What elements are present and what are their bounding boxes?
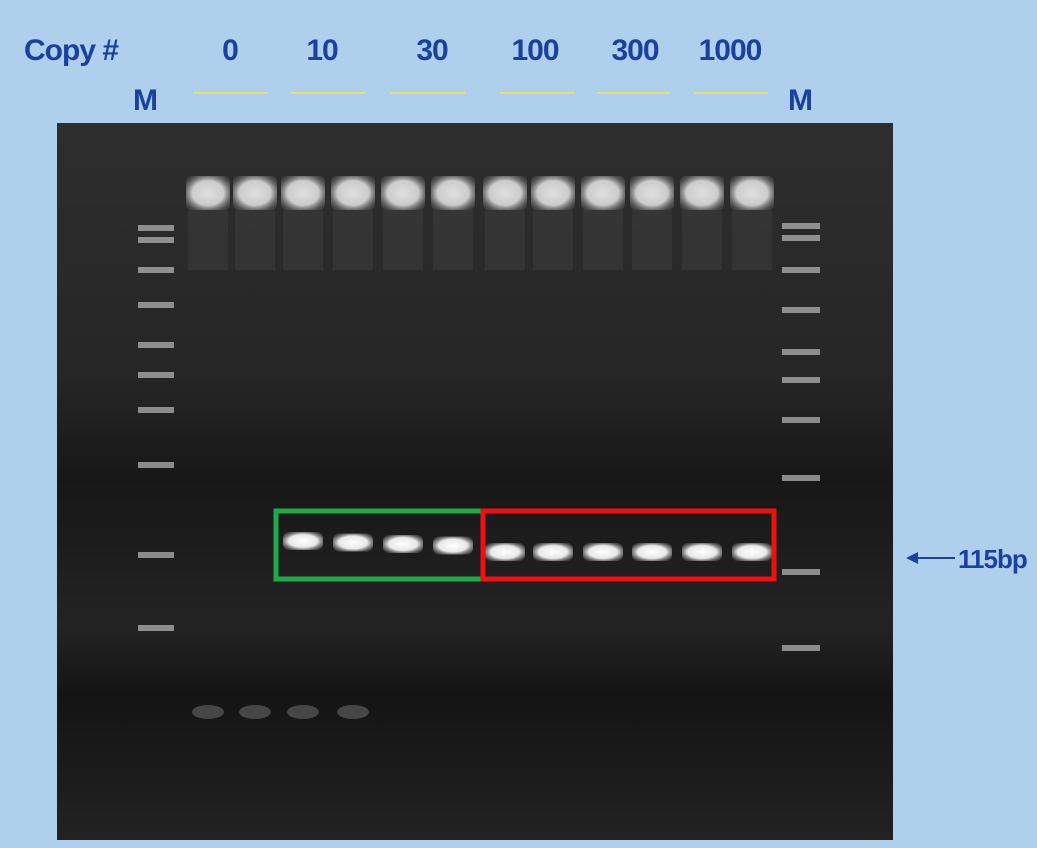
well-band xyxy=(331,176,375,210)
copy-number: 100 xyxy=(511,34,558,67)
smear xyxy=(235,210,275,270)
smear xyxy=(632,210,672,270)
well-band xyxy=(281,176,325,210)
smear xyxy=(732,210,772,270)
ladder-band xyxy=(138,407,174,413)
well-band xyxy=(233,176,277,210)
smear xyxy=(188,210,228,270)
size-annotation: 115bp xyxy=(958,544,1027,574)
ladder-band xyxy=(782,307,820,313)
ladder-band xyxy=(782,223,820,229)
smear xyxy=(682,210,722,270)
ladder-band xyxy=(782,377,820,383)
smear xyxy=(433,210,473,270)
gel-figure: Copy # M M 115bp 0 10 30 100 300 1000 xyxy=(0,0,1037,848)
ladder-band xyxy=(782,475,820,481)
product-band xyxy=(533,543,573,561)
page: Copy # M M 115bp 010301003001000 (() => … xyxy=(0,0,1037,848)
well-band xyxy=(381,176,425,210)
product-band xyxy=(485,543,525,561)
product-band xyxy=(283,532,323,550)
primer-dimer xyxy=(239,705,271,719)
ladder-band xyxy=(782,645,820,651)
well-band xyxy=(531,176,575,210)
ladder-band xyxy=(782,267,820,273)
primer-dimer xyxy=(337,705,369,719)
ladder-band xyxy=(138,372,174,378)
product-band xyxy=(732,543,772,561)
well-band xyxy=(581,176,625,210)
marker-label: M xyxy=(788,84,812,117)
copy-number: 1000 xyxy=(699,34,762,67)
well-band xyxy=(431,176,475,210)
copy-number: 10 xyxy=(306,34,338,67)
ladder-band xyxy=(138,342,174,348)
ladder-band xyxy=(782,569,820,575)
smear xyxy=(283,210,323,270)
smear xyxy=(383,210,423,270)
product-band xyxy=(632,543,672,561)
well-band xyxy=(630,176,674,210)
ladder-band xyxy=(138,462,174,468)
ladder-band xyxy=(782,349,820,355)
primer-dimer xyxy=(192,705,224,719)
copy-number: 300 xyxy=(611,34,658,67)
ladder-band xyxy=(138,302,174,308)
well-band xyxy=(483,176,527,210)
ladder-band xyxy=(138,625,174,631)
marker-label: M xyxy=(133,84,157,117)
ladder-band xyxy=(138,552,174,558)
product-band xyxy=(433,537,473,555)
copy-number: 0 xyxy=(222,34,238,67)
ladder-band xyxy=(782,417,820,423)
copy-number: 30 xyxy=(416,34,448,67)
product-band xyxy=(682,543,722,561)
product-band xyxy=(333,534,373,552)
ladder-band xyxy=(138,267,174,273)
copy-label: Copy # xyxy=(24,34,119,67)
smear xyxy=(485,210,525,270)
primer-dimer xyxy=(287,705,319,719)
product-band xyxy=(583,543,623,561)
ladder-band xyxy=(138,225,174,231)
well-band xyxy=(730,176,774,210)
ladder-band xyxy=(782,235,820,241)
well-band xyxy=(186,176,230,210)
ladder-band xyxy=(138,237,174,243)
product-band xyxy=(383,535,423,553)
smear xyxy=(583,210,623,270)
well-band xyxy=(680,176,724,210)
smear xyxy=(333,210,373,270)
smear xyxy=(533,210,573,270)
